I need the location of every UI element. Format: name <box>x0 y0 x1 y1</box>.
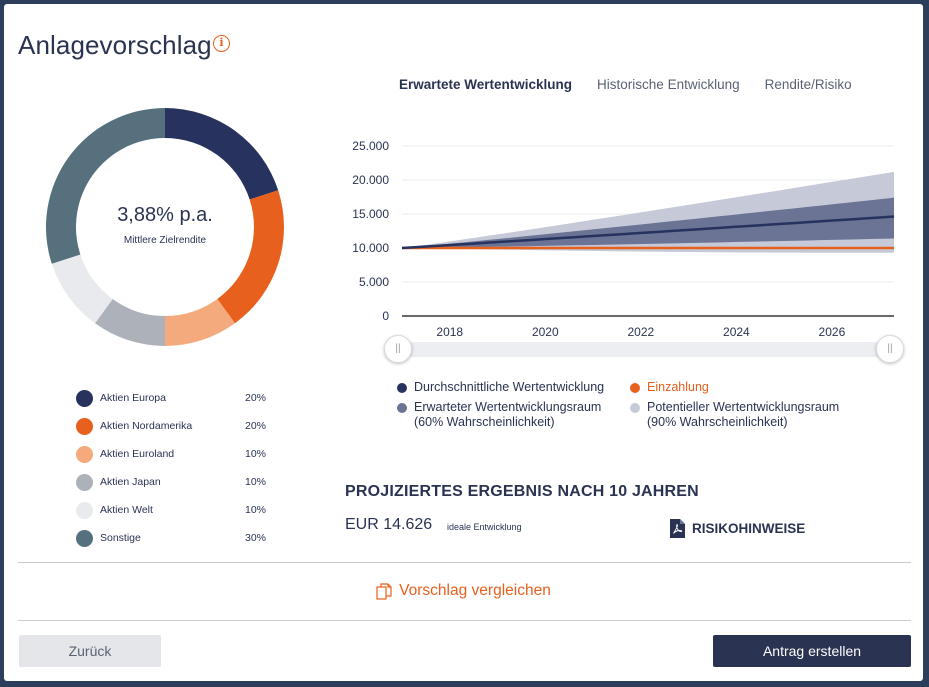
legend-percent: 10% <box>244 504 266 516</box>
legend-item: Sonstige 30% <box>76 524 266 552</box>
legend-color-dot <box>76 473 93 491</box>
performance-chart: 0 5.000 10.000 15.000 20.000 25.000 2018 2020 20… <box>352 139 895 339</box>
chart-legend-label: Potentieller Wertentwicklungsraum <box>647 400 840 414</box>
donut-segment <box>51 254 113 324</box>
chart-legend-label: Einzahlung <box>647 380 709 394</box>
legend-name: Aktien Nordamerika <box>100 420 193 432</box>
compare-proposal-link[interactable]: Vorschlag vergleichen <box>4 582 923 600</box>
slider-handle-right[interactable]: || <box>876 335 904 363</box>
legend-item: Aktien Nordamerika 20% <box>76 412 266 440</box>
chart-legend-text: Erwarteter Wertentwicklungsraum (60% Wahr… <box>414 400 601 430</box>
legend-item: Aktien Europa 20% <box>76 384 266 412</box>
legend-name: Aktien Euroland <box>100 448 175 460</box>
x-tick-label: 2020 <box>532 325 559 339</box>
x-tick-label: 2024 <box>723 325 750 339</box>
chart-legend-dot <box>397 383 407 393</box>
y-tick-label: 5.000 <box>359 275 389 289</box>
chart-legend-label: Durchschnittliche Wertentwicklung <box>414 380 605 394</box>
legend-name: Aktien Welt <box>100 504 153 516</box>
legend-name: Aktien Japan <box>100 476 161 488</box>
chart-legend-item: Potentieller Wertentwicklungsraum (90% Wa… <box>630 400 839 430</box>
chart-legend-sublabel: (90% Wahrscheinlichkeit) <box>647 415 788 429</box>
projected-result-heading: PROJIZIERTES ERGEBNIS NACH 10 JAHREN <box>345 483 699 500</box>
legend-percent: 10% <box>244 476 266 488</box>
page-title: Anlagevorschlag <box>18 30 212 60</box>
legend-color-dot <box>76 501 93 519</box>
allocation-donut-chart <box>46 108 284 346</box>
legend-item: Aktien Welt 10% <box>76 496 266 524</box>
legend-color-dot <box>76 445 93 463</box>
legend-percent: 10% <box>244 448 266 460</box>
projected-result-value: EUR 14.626 <box>345 516 433 533</box>
back-button[interactable]: Zurück <box>19 635 161 667</box>
divider <box>18 620 911 621</box>
legend-percent: 30% <box>244 532 266 544</box>
legend-item: Aktien Euroland 10% <box>76 440 266 468</box>
chart-legend-dot <box>630 383 640 393</box>
chart-tabs: Erwartete Wertentwicklung Historische En… <box>399 77 877 92</box>
chart-legend-item: Durchschnittliche Wertentwicklung <box>397 380 604 395</box>
risk-notice-label: RISIKOHINWEISE <box>692 521 806 536</box>
y-tick-label: 25.000 <box>352 139 389 153</box>
time-range-slider[interactable]: || || <box>384 335 905 363</box>
legend-color-dot <box>76 389 93 407</box>
compare-proposal-label: Vorschlag vergleichen <box>399 582 551 599</box>
chart-legend-item: Erwarteter Wertentwicklungsraum (60% Wahr… <box>397 400 601 430</box>
slider-track[interactable] <box>392 342 895 357</box>
legend-percent: 20% <box>244 420 266 432</box>
y-tick-label: 20.000 <box>352 173 389 187</box>
donut-segment <box>165 299 235 346</box>
target-return-label: Mittlere Zielrendite <box>123 235 207 246</box>
documents-icon <box>376 582 392 600</box>
donut-segment <box>217 190 284 324</box>
donut-segment <box>95 299 165 346</box>
tab-historical-performance[interactable]: Historische Entwicklung <box>597 77 740 92</box>
legend-color-dot <box>76 529 93 547</box>
y-tick-label: 10.000 <box>352 241 389 255</box>
y-tick-label: 15.000 <box>352 207 389 221</box>
projected-result-note: ideale Entwicklung <box>447 522 522 532</box>
create-application-button[interactable]: Antrag erstellen <box>713 635 911 667</box>
chart-legend-dot <box>397 403 407 413</box>
x-tick-label: 2018 <box>436 325 463 339</box>
divider <box>18 562 911 563</box>
donut-segment <box>46 108 165 264</box>
expected-range-band <box>402 197 894 248</box>
chart-legend-sublabel: (60% Wahrscheinlichkeit) <box>414 415 555 429</box>
legend-item: Aktien Japan 10% <box>76 468 266 496</box>
chart-legend-item: Einzahlung <box>630 380 709 395</box>
proposal-card: Anlagevorschlag i 3,88% p.a. Mittlere Zi… <box>4 4 923 681</box>
donut-center: 3,88% p.a. Mittlere Zielrendite <box>46 108 284 346</box>
chart-legend-text: Potentieller Wertentwicklungsraum (90% Wa… <box>647 400 839 430</box>
tab-return-risk[interactable]: Rendite/Risiko <box>764 77 852 92</box>
chart-legend-label: Erwarteter Wertentwicklungsraum <box>414 400 602 414</box>
allocation-legend: Aktien Europa 20% Aktien Nordamerika 20% A… <box>76 384 266 552</box>
legend-color-dot <box>76 417 93 435</box>
legend-name: Aktien Europa <box>100 392 166 404</box>
chart-legend-dot <box>630 403 640 413</box>
info-icon[interactable]: i <box>213 35 230 52</box>
x-tick-label: 2022 <box>627 325 654 339</box>
x-tick-label: 2026 <box>819 325 846 339</box>
legend-name: Sonstige <box>100 532 141 544</box>
pdf-icon <box>670 519 685 538</box>
average-performance-line <box>401 215 895 250</box>
slider-handle-left[interactable]: || <box>384 335 412 363</box>
legend-percent: 20% <box>244 392 266 404</box>
donut-segment <box>165 108 279 200</box>
target-return-value: 3,88% p.a. <box>117 204 213 226</box>
y-tick-label: 0 <box>382 309 389 323</box>
risk-notice-link[interactable]: RISIKOHINWEISE <box>670 519 805 538</box>
tab-expected-performance[interactable]: Erwartete Wertentwicklung <box>399 77 573 92</box>
